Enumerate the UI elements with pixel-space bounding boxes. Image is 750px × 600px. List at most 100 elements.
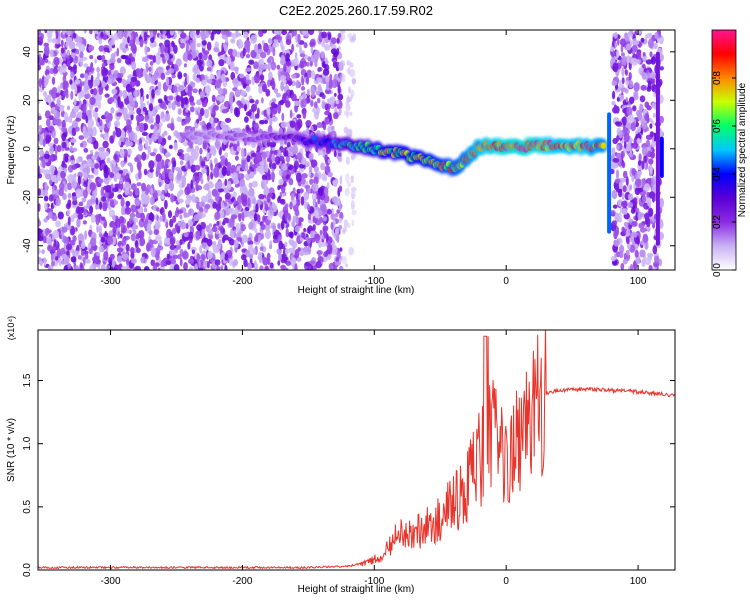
noise-speckle xyxy=(291,30,297,37)
noise-speckle xyxy=(198,65,204,72)
noise-speckle xyxy=(345,173,350,183)
noise-speckle xyxy=(206,59,213,68)
noise-speckle xyxy=(115,127,122,138)
noise-speckle xyxy=(624,69,628,75)
noise-speckle xyxy=(61,132,67,142)
noise-speckle xyxy=(135,199,141,207)
noise-speckle xyxy=(298,95,302,101)
noise-speckle xyxy=(79,51,84,59)
noise-speckle xyxy=(287,213,291,221)
noise-speckle xyxy=(169,181,175,192)
noise-speckle xyxy=(306,237,311,245)
noise-speckle xyxy=(289,201,293,210)
noise-speckle xyxy=(322,225,329,232)
noise-speckle xyxy=(74,265,80,270)
noise-speckle xyxy=(333,50,339,58)
noise-speckle xyxy=(264,223,271,232)
noise-speckle xyxy=(143,195,150,205)
noise-speckle xyxy=(264,265,270,270)
noise-speckle xyxy=(150,152,156,157)
noise-speckle xyxy=(92,88,98,96)
noise-speckle xyxy=(47,125,55,132)
noise-speckle xyxy=(324,110,330,116)
noise-speckle xyxy=(148,103,154,112)
noise-speckle xyxy=(177,71,183,80)
noise-speckle xyxy=(259,119,265,125)
noise-speckle xyxy=(303,191,310,201)
noise-speckle xyxy=(65,30,72,36)
noise-speckle xyxy=(629,30,634,34)
noise-speckle xyxy=(121,237,127,246)
noise-speckle xyxy=(78,201,84,207)
noise-speckle xyxy=(148,160,155,170)
noise-speckle xyxy=(54,105,60,111)
colorbar-tick-label: 0.8 xyxy=(712,71,723,85)
noise-speckle xyxy=(645,257,652,266)
noise-speckle xyxy=(351,77,356,84)
noise-speckle xyxy=(215,203,222,212)
noise-speckle xyxy=(263,42,269,53)
noise-speckle xyxy=(51,76,56,85)
noise-speckle xyxy=(224,178,228,187)
noise-speckle xyxy=(128,94,134,102)
noise-speckle xyxy=(120,161,125,168)
noise-speckle xyxy=(306,75,309,85)
noise-speckle xyxy=(136,89,140,97)
noise-speckle xyxy=(93,140,99,150)
noise-speckle xyxy=(67,105,70,111)
noise-speckle xyxy=(636,30,643,35)
noise-speckle xyxy=(129,217,133,225)
spectrogram-y-axis-label: Frequency (Hz) xyxy=(6,116,17,185)
noise-speckle xyxy=(190,179,194,190)
noise-speckle xyxy=(339,175,343,185)
noise-speckle xyxy=(338,185,343,193)
noise-speckle xyxy=(83,30,87,34)
noise-speckle xyxy=(627,265,631,270)
noise-speckle xyxy=(98,86,104,95)
noise-speckle xyxy=(213,166,220,175)
noise-speckle xyxy=(56,248,62,259)
noise-speckle xyxy=(164,152,171,158)
noise-speckle xyxy=(625,80,629,86)
noise-speckle xyxy=(308,172,312,177)
noise-speckle xyxy=(636,171,643,176)
y-tick-label: 0.0 xyxy=(22,563,33,577)
noise-speckle xyxy=(89,265,94,270)
noise-speckle xyxy=(72,64,78,71)
noise-speckle xyxy=(259,265,264,270)
noise-speckle xyxy=(120,54,127,60)
noise-speckle xyxy=(70,256,77,263)
noise-speckle xyxy=(51,89,56,99)
x-tick-label: 100 xyxy=(630,576,647,587)
noise-speckle xyxy=(621,209,628,215)
noise-speckle xyxy=(284,241,288,248)
noise-speckle xyxy=(278,178,284,186)
noise-speckle xyxy=(335,227,340,235)
noise-speckle xyxy=(313,176,319,185)
noise-speckle xyxy=(89,205,94,214)
noise-speckle xyxy=(258,64,265,72)
noise-speckle xyxy=(615,152,622,159)
noise-speckle xyxy=(150,247,156,258)
noise-speckle xyxy=(89,96,96,106)
noise-speckle xyxy=(97,117,101,123)
noise-speckle xyxy=(631,168,636,176)
noise-speckle xyxy=(292,187,296,194)
noise-speckle xyxy=(134,240,139,248)
noise-speckle xyxy=(80,249,85,257)
noise-speckle xyxy=(611,189,618,200)
noise-speckle xyxy=(631,175,635,183)
noise-speckle xyxy=(292,215,297,223)
noise-speckle xyxy=(170,122,175,131)
noise-speckle xyxy=(47,35,52,43)
noise-speckle xyxy=(272,224,277,233)
noise-speckle xyxy=(175,244,182,250)
noise-speckle xyxy=(116,255,123,263)
noise-speckle xyxy=(196,59,203,67)
noise-speckle xyxy=(291,93,297,102)
noise-speckle xyxy=(83,130,89,139)
noise-speckle xyxy=(630,264,634,270)
noise-speckle xyxy=(272,234,278,240)
noise-speckle xyxy=(67,209,71,216)
